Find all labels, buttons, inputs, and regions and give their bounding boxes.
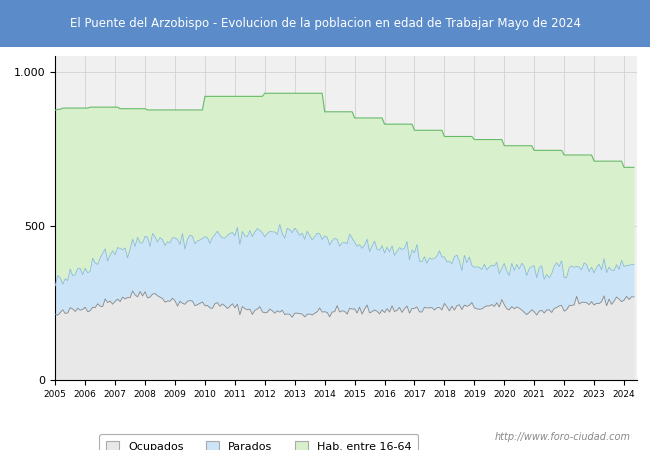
Text: El Puente del Arzobispo - Evolucion de la poblacion en edad de Trabajar Mayo de : El Puente del Arzobispo - Evolucion de l…: [70, 17, 580, 30]
Text: http://www.foro-ciudad.com: http://www.foro-ciudad.com: [495, 432, 630, 442]
Legend: Ocupados, Parados, Hab. entre 16-64: Ocupados, Parados, Hab. entre 16-64: [99, 434, 418, 450]
